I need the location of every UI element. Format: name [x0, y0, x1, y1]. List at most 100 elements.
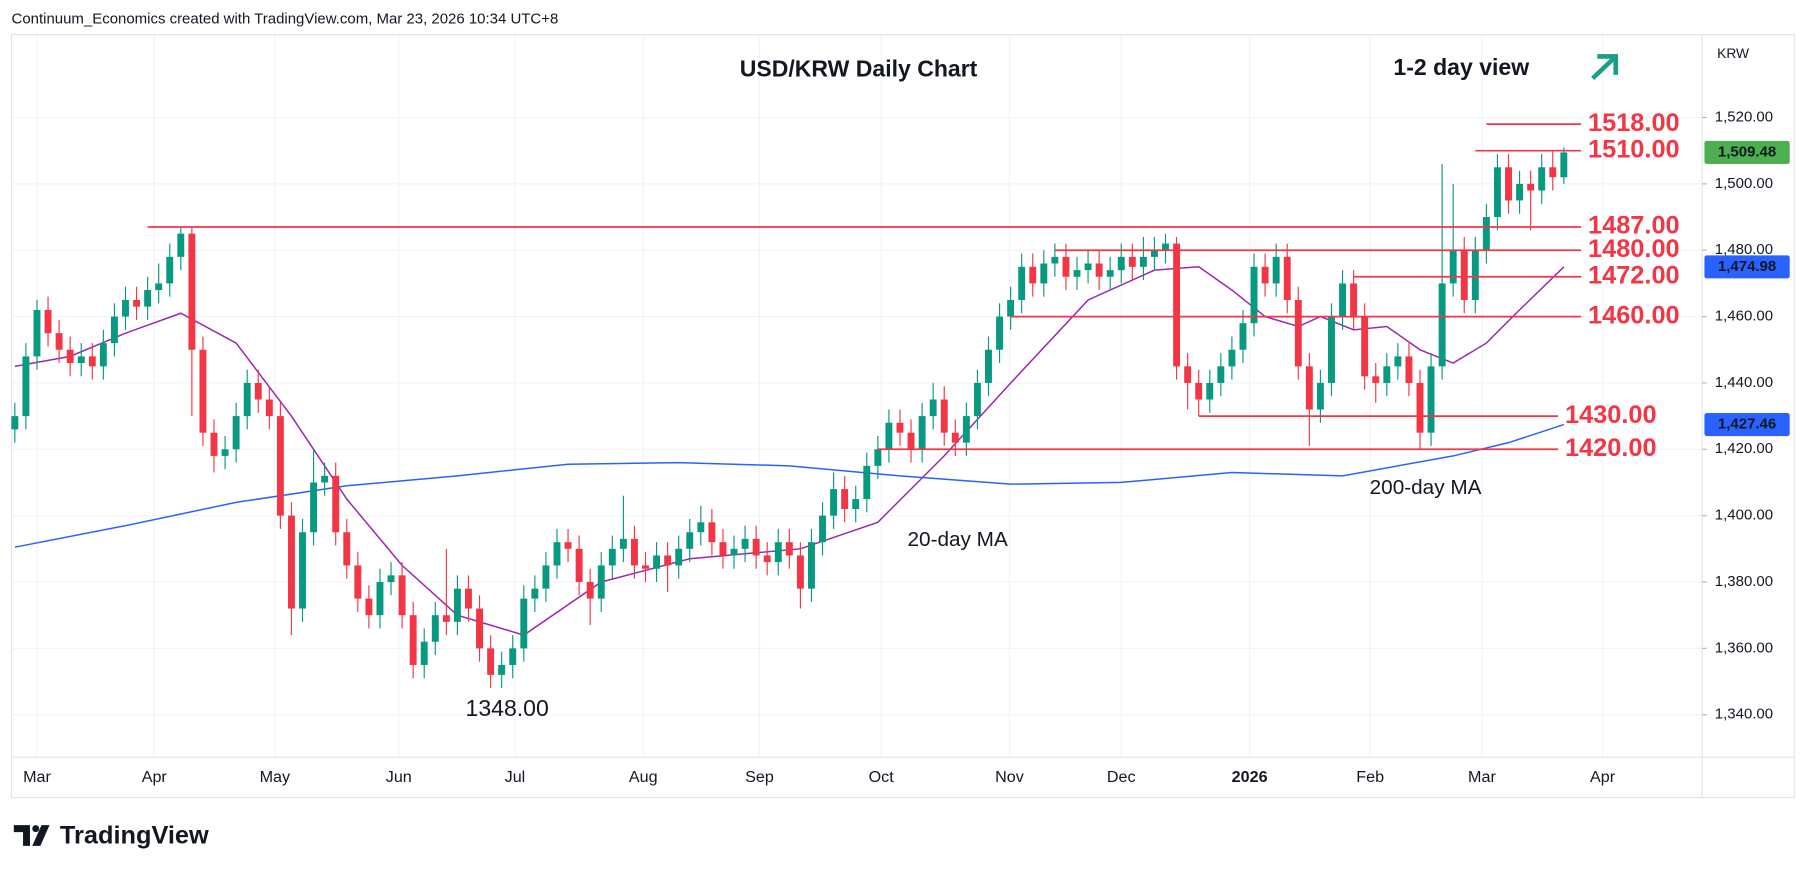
footer-logo: TradingView — [13, 821, 209, 849]
candle-body — [1228, 349, 1236, 367]
level-label: 1460.00 — [1588, 301, 1680, 329]
candle-body — [907, 432, 915, 450]
candle-body — [929, 399, 937, 417]
candle-body — [752, 538, 760, 556]
candle-body — [1516, 183, 1524, 201]
candle-body — [44, 309, 52, 334]
low-annotation: 1348.00 — [466, 695, 549, 721]
candle-body — [708, 522, 716, 543]
candle-body — [564, 542, 572, 549]
candle-body — [1173, 243, 1181, 367]
y-tick-label: 1,340.00 — [1715, 706, 1773, 723]
x-tick-label: Sep — [745, 768, 774, 786]
candle-body — [808, 542, 815, 589]
candle-body — [1195, 382, 1203, 400]
unit-label: KRW — [1717, 45, 1749, 61]
candle-body — [1250, 266, 1258, 324]
candle-body — [55, 333, 63, 350]
candle-body — [1394, 356, 1402, 367]
level-label: 1472.00 — [1588, 261, 1680, 289]
candle-body — [11, 416, 19, 430]
candle-body — [1162, 243, 1169, 251]
candle-body — [1051, 256, 1059, 264]
candle-body — [1549, 167, 1557, 178]
candle-body — [199, 349, 207, 433]
candle-body — [785, 542, 793, 556]
y-tick-label: 1,360.00 — [1715, 639, 1773, 656]
candle-body — [210, 432, 218, 456]
candle-body — [1449, 250, 1457, 284]
candle-body — [697, 522, 705, 533]
candle-body — [354, 565, 362, 599]
x-tick-label: 2026 — [1232, 768, 1268, 786]
candle-body — [542, 565, 550, 589]
candle-body — [188, 233, 196, 350]
y-tick-label: 1,460.00 — [1715, 308, 1773, 325]
candle-body — [918, 416, 926, 450]
candle-body — [741, 538, 749, 549]
moving-average-line — [14, 423, 1565, 548]
candle-body — [1527, 183, 1535, 191]
candle-body — [1073, 270, 1081, 277]
candle-body — [1062, 256, 1070, 277]
candle-body — [1383, 366, 1391, 383]
y-tick-label: 1,520.00 — [1715, 108, 1773, 125]
candle-body — [332, 475, 340, 533]
x-tick-label: Nov — [995, 768, 1024, 786]
price-tag-label: 1,509.48 — [1718, 143, 1776, 160]
overlay: 1,340.00 1,360.00 1,380.00 1,400.00 1,420.00… — [23, 108, 1790, 786]
candle-body — [1128, 256, 1136, 267]
candle-body — [819, 515, 826, 543]
level-label: 1480.00 — [1588, 235, 1680, 263]
candle-body — [1305, 366, 1313, 410]
price-tag — [1704, 413, 1790, 437]
level-label: 1430.00 — [1565, 401, 1657, 429]
candle-body — [254, 382, 262, 400]
candle-body — [276, 416, 284, 516]
candle-body — [763, 555, 771, 563]
candle-body — [1040, 263, 1048, 284]
arrow-head — [1597, 54, 1619, 75]
chart-frame — [10, 33, 1795, 799]
candle-body — [66, 349, 74, 364]
candle-body — [487, 648, 495, 675]
candle-body — [664, 555, 672, 566]
candle-body — [442, 615, 450, 622]
candle-body — [420, 641, 428, 665]
candle-body — [586, 582, 594, 599]
candle-body — [1372, 376, 1380, 383]
candle-body — [896, 422, 904, 433]
candle-body — [1350, 283, 1358, 317]
candle-body — [962, 416, 970, 443]
x-tick-label: Apr — [142, 768, 168, 786]
ma200-label: 200-day MA — [1370, 476, 1482, 499]
level-label: 1518.00 — [1588, 109, 1680, 137]
header: Continuum_Economics created with Trading… — [12, 11, 559, 28]
candle-body — [830, 489, 838, 516]
ma20-label: 20-day MA — [908, 528, 1008, 551]
up-arrow — [1591, 54, 1619, 81]
candle-body — [1505, 167, 1512, 201]
candle-body — [409, 615, 417, 665]
candle-body — [686, 532, 694, 549]
candle-body — [1493, 167, 1501, 218]
candle-body — [299, 532, 306, 609]
candle-body — [465, 588, 472, 609]
candle-body — [1316, 382, 1324, 410]
candle-body — [1217, 366, 1225, 383]
candle-body — [575, 548, 583, 582]
level-label: 1420.00 — [1565, 434, 1657, 462]
level-label: 1510.00 — [1588, 135, 1680, 163]
candle-body — [996, 316, 1004, 350]
candle-body — [597, 565, 605, 599]
candle-body — [99, 343, 107, 367]
candle-body — [1405, 356, 1413, 383]
candle-body — [940, 399, 948, 433]
candle-body — [1538, 167, 1546, 191]
candle-body — [310, 482, 318, 533]
y-tick-label: 1,400.00 — [1715, 507, 1773, 524]
candle-body — [774, 542, 782, 563]
chart-title: USD/KRW Daily Chart — [740, 55, 978, 81]
candle-body — [498, 664, 506, 675]
